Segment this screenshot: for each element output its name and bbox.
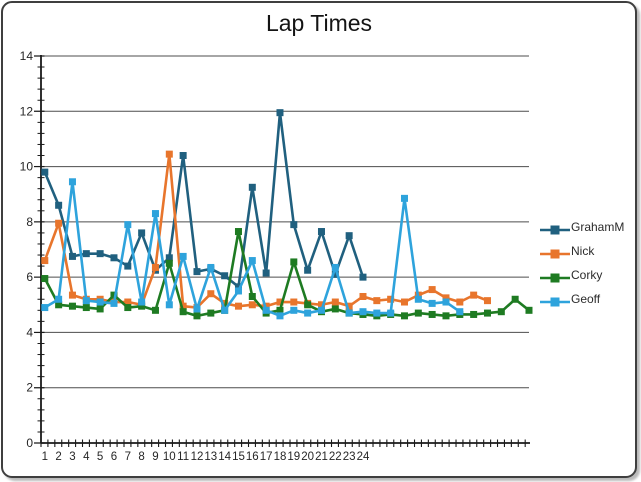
svg-text:15: 15 (232, 451, 245, 463)
svg-text:19: 19 (287, 451, 300, 463)
svg-text:11: 11 (177, 451, 189, 463)
svg-text:14: 14 (218, 451, 231, 463)
series-swatch-icon (540, 270, 570, 283)
svg-text:12: 12 (191, 451, 204, 463)
svg-text:18: 18 (274, 451, 287, 463)
legend-item-grahamm: GrahamM (540, 220, 625, 235)
svg-text:12: 12 (20, 104, 34, 118)
svg-text:0: 0 (26, 436, 33, 450)
legend-item-corky: Corky (540, 268, 624, 283)
svg-text:9: 9 (152, 451, 158, 463)
legend-item-nick: Nick (540, 244, 624, 259)
svg-text:6: 6 (111, 451, 117, 463)
chart-title: Lap Times (265, 10, 373, 36)
svg-text:14: 14 (20, 49, 34, 63)
svg-text:3: 3 (69, 451, 75, 463)
svg-text:23: 23 (343, 451, 356, 463)
series-swatch-icon (540, 294, 570, 307)
chart-legend: GrahamM Nick Corky Geoff (540, 220, 625, 307)
legend-label: Corky (571, 268, 603, 282)
svg-text:8: 8 (26, 215, 33, 229)
svg-text:21: 21 (315, 451, 328, 463)
svg-text:16: 16 (246, 451, 259, 463)
svg-text:4: 4 (83, 451, 90, 463)
svg-text:4: 4 (26, 325, 33, 339)
legend-label: GrahamM (571, 220, 625, 234)
svg-text:1: 1 (42, 451, 48, 463)
svg-text:22: 22 (329, 451, 342, 463)
series-swatch-icon (540, 246, 570, 259)
svg-text:10: 10 (20, 160, 34, 174)
svg-text:24: 24 (357, 451, 370, 463)
svg-text:17: 17 (260, 451, 273, 463)
legend-label: Nick (571, 244, 595, 258)
svg-text:8: 8 (138, 451, 144, 463)
svg-text:5: 5 (97, 451, 103, 463)
svg-text:13: 13 (204, 451, 217, 463)
svg-text:2: 2 (26, 381, 33, 395)
legend-item-geoff: Geoff (540, 292, 624, 307)
svg-text:10: 10 (163, 451, 176, 463)
svg-text:6: 6 (26, 270, 33, 284)
series-swatch-icon (540, 222, 570, 235)
svg-text:20: 20 (301, 451, 314, 463)
svg-text:2: 2 (55, 451, 61, 463)
svg-text:7: 7 (125, 451, 131, 463)
legend-label: Geoff (571, 292, 601, 306)
